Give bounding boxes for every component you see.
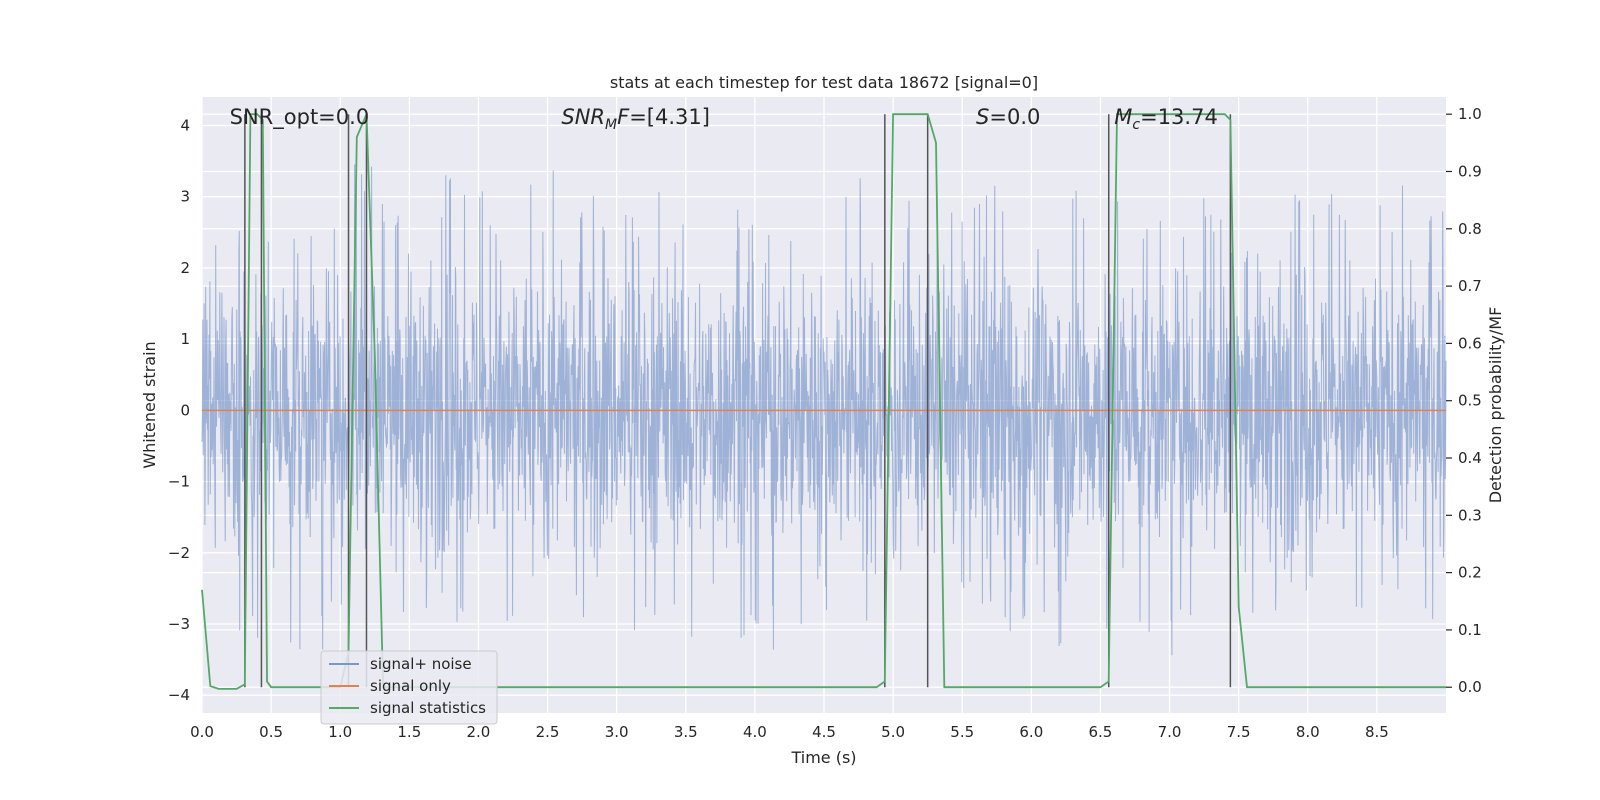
y-tick-label: 0 (180, 401, 190, 419)
y-axis-label: Whitened strain (140, 341, 159, 468)
x-tick-label: 3.0 (605, 723, 629, 741)
y-tick-label: −4 (168, 686, 190, 704)
y-tick-label: −1 (168, 473, 190, 491)
annotation-text: SNR_opt=0.0 (230, 105, 370, 130)
y-tick-label: −3 (168, 615, 190, 633)
y2-tick-label: 0.5 (1458, 392, 1482, 410)
y2-tick-label: 0.9 (1458, 162, 1482, 180)
line-signal-statistics (201, 113, 1446, 690)
x-tick-label: 4.5 (812, 723, 836, 741)
y-tick-label: −2 (168, 544, 190, 562)
y2-tick-label: 0.6 (1458, 334, 1482, 352)
y2-tick-label: 0.1 (1458, 621, 1482, 639)
y2-axis-label: Detection probability/MF (1486, 307, 1505, 504)
series-signal-statistics (201, 113, 1446, 690)
legend-label-signal-only: signal only (370, 677, 451, 695)
x-axis-label: Time (s) (790, 748, 856, 767)
x-tick-label: 8.5 (1365, 723, 1389, 741)
x-tick-label: 3.5 (674, 723, 698, 741)
line-signal-noise (201, 164, 1447, 656)
x-tick-label: 1.5 (397, 723, 421, 741)
legend-label-signal-statistics: signal statistics (370, 699, 486, 717)
y2-tick-label: 0.4 (1458, 449, 1482, 467)
annotation-text: Mc=13.74 (1114, 105, 1218, 133)
y-tick-label: 4 (180, 116, 190, 134)
annotation-text: S=0.0 (976, 105, 1040, 129)
x-tick-label: 5.0 (881, 723, 905, 741)
y-tick-label: 3 (180, 188, 190, 206)
series-signal-noise (201, 164, 1447, 656)
y2-tick-label: 0.3 (1458, 506, 1482, 524)
x-tick-label: 2.0 (467, 723, 491, 741)
y2-tick-label: 0.7 (1458, 277, 1482, 295)
legend-label-signal-noise: signal+ noise (370, 655, 472, 673)
y-tick-label: 2 (180, 259, 190, 277)
y-axis-ticks: 4 3 2 1 0 −1 −2 −3 −4 (168, 116, 190, 704)
x-tick-label: 5.5 (950, 723, 974, 741)
y2-axis-ticks: 1.0 0.9 0.8 0.7 0.6 0.5 0.4 0.3 0.2 0.1 0.0 (1446, 105, 1482, 696)
y-tick-label: 1 (180, 330, 190, 348)
x-tick-label: 2.5 (536, 723, 560, 741)
annotations: SNR_opt=0.0 SNRMF=[4.31] S=0.0 Mc=13.74 (230, 105, 1218, 133)
x-tick-label: 0.0 (190, 723, 214, 741)
x-tick-label: 1.0 (328, 723, 352, 741)
x-tick-label: 4.0 (743, 723, 767, 741)
legend: signal+ noise signal only signal statist… (320, 650, 498, 725)
legend-box (320, 650, 498, 725)
x-tick-label: 0.5 (259, 723, 283, 741)
y2-tick-label: 0.2 (1458, 564, 1482, 582)
annotation-text: SNRMF=[4.31] (561, 105, 710, 133)
x-tick-label: 6.0 (1019, 723, 1043, 741)
x-tick-label: 8.0 (1296, 723, 1320, 741)
x-tick-label: 6.5 (1089, 723, 1113, 741)
y2-tick-label: 0.8 (1458, 220, 1482, 238)
x-tick-label: 7.0 (1158, 723, 1182, 741)
x-axis-ticks: 0.0 0.5 1.0 1.5 2.0 2.5 3.0 3.5 4.0 4.5 5.0 5.5 6.0 6… (190, 723, 1389, 741)
y2-tick-label: 1.0 (1458, 105, 1482, 123)
chart-title: stats at each timestep for test data 186… (610, 73, 1038, 92)
y2-tick-label: 0.0 (1458, 678, 1482, 696)
x-tick-label: 7.5 (1227, 723, 1251, 741)
